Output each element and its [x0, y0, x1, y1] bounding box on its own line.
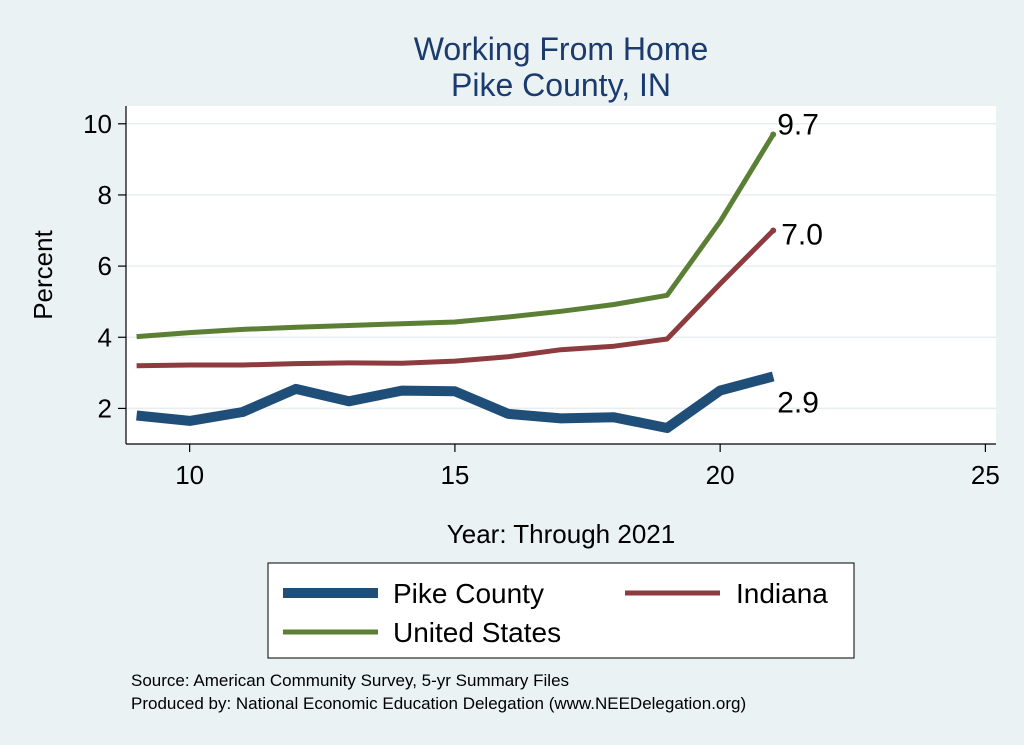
x-ticks: 10 15 20 25	[175, 444, 1000, 490]
series-lines	[136, 133, 776, 433]
legend-label-pike-county: Pike County	[393, 578, 544, 609]
x-tick-label: 15	[440, 460, 469, 490]
legend-label-united-states: United States	[393, 617, 561, 648]
legend-label-indiana: Indiana	[736, 578, 828, 609]
y-tick-label: 6	[98, 251, 112, 281]
x-tick-label: 20	[706, 460, 735, 490]
legend-box	[267, 562, 855, 659]
y-tick-label: 10	[83, 109, 112, 139]
y-tick-label: 4	[98, 322, 112, 352]
series-line-pike-county	[136, 371, 775, 433]
end-marker-indiana	[770, 227, 777, 234]
end-label-united-states: 9.7	[777, 108, 819, 141]
source-note: Source: American Community Survey, 5-yr …	[131, 671, 569, 690]
y-ticks: 2 4 6 8 10	[83, 109, 126, 423]
end-labels: 2.9 7.0 9.7	[770, 108, 823, 419]
grid-lines	[126, 123, 996, 410]
end-marker-united-states	[770, 131, 777, 138]
x-tick-label: 10	[175, 460, 204, 490]
end-label-pike-county: 2.9	[777, 386, 819, 419]
series-line-indiana	[136, 228, 775, 369]
x-axis-title: Year: Through 2021	[447, 519, 675, 549]
legend: Pike County Indiana United States	[267, 562, 855, 659]
end-label-indiana: 7.0	[781, 219, 823, 252]
y-axis-title: Percent	[28, 229, 58, 319]
x-tick-label: 25	[971, 460, 1000, 490]
plot-area	[126, 106, 996, 444]
y-tick-label: 8	[98, 180, 112, 210]
chart-title-line-2: Pike County, IN	[451, 67, 671, 103]
produced-by-note: Produced by: National Economic Education…	[131, 694, 746, 713]
chart-title-line-1: Working From Home	[414, 31, 709, 67]
y-tick-label: 2	[98, 393, 112, 423]
series-line-united-states	[136, 133, 776, 340]
